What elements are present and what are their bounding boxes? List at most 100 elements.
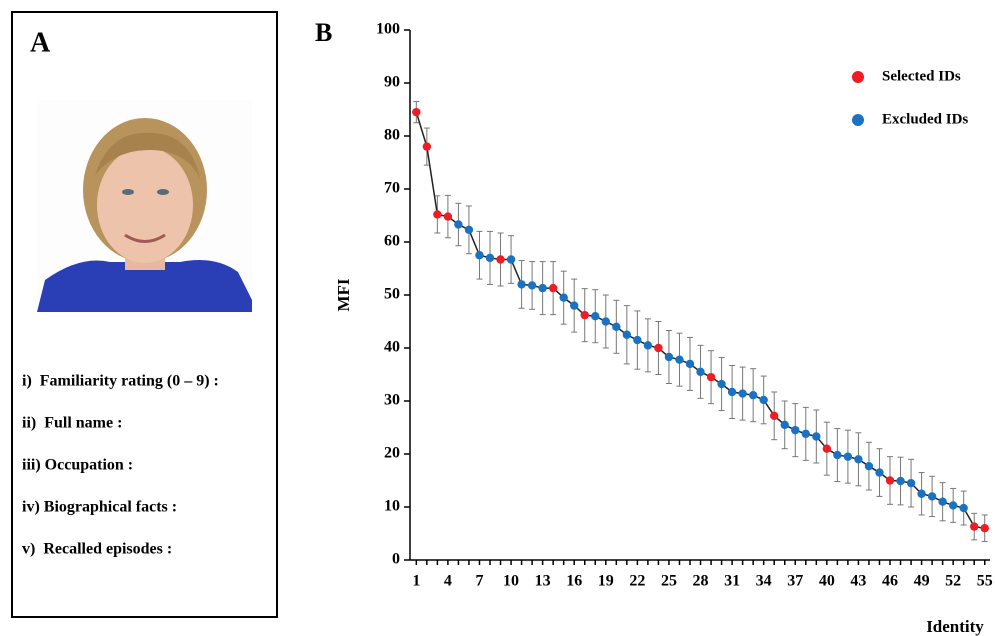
data-point	[885, 476, 895, 485]
data-point	[843, 452, 853, 461]
y-tick-label: 20	[384, 445, 400, 462]
question-item: iv) Biographical facts :	[22, 499, 177, 516]
y-tick-label: 70	[384, 180, 400, 197]
question-item: v) Recalled episodes :	[22, 541, 172, 558]
y-tick-label: 10	[384, 498, 400, 515]
x-tick-label: 31	[724, 573, 740, 590]
data-point	[601, 317, 610, 326]
data-point	[917, 489, 926, 498]
data-point	[654, 343, 663, 353]
panel-a-frame	[11, 11, 278, 618]
y-tick-label: 60	[384, 233, 400, 250]
legend-marker	[852, 114, 864, 126]
data-point	[548, 283, 558, 293]
data-point	[643, 341, 653, 350]
data-point	[706, 372, 716, 382]
x-tick-label: 46	[882, 573, 898, 590]
x-tick-label: 10	[503, 573, 519, 590]
data-point	[612, 322, 621, 331]
x-tick-label: 40	[819, 573, 835, 590]
data-point	[896, 476, 905, 486]
data-point	[780, 420, 789, 430]
data-point	[980, 524, 989, 533]
data-point	[559, 293, 568, 302]
x-axis-title: Identity	[926, 617, 984, 636]
data-point	[475, 251, 484, 260]
x-tick-label: 19	[598, 573, 614, 590]
data-point	[791, 425, 800, 435]
x-tick-label: 52	[945, 573, 961, 590]
y-tick-label: 40	[384, 339, 400, 356]
legend-label: Selected IDs	[882, 68, 961, 84]
data-point	[664, 352, 674, 362]
panel-label: B	[315, 18, 332, 47]
data-point	[485, 253, 495, 263]
data-point	[748, 390, 758, 400]
data-point	[822, 444, 832, 453]
x-tick-label: 55	[977, 573, 993, 590]
data-point	[454, 220, 463, 229]
data-point	[717, 379, 726, 389]
data-point	[633, 335, 642, 345]
panel-label: A	[30, 27, 51, 58]
x-tick-label: 28	[693, 573, 709, 590]
data-point	[685, 359, 695, 369]
data-point	[527, 281, 537, 290]
y-tick-label: 30	[384, 392, 400, 409]
x-tick-label: 34	[756, 573, 772, 590]
x-tick-label: 16	[566, 573, 582, 590]
data-point	[959, 503, 968, 513]
portrait	[37, 100, 252, 312]
data-point	[833, 450, 842, 460]
data-point	[864, 461, 874, 471]
question-list: i) Familiarity rating (0 – 9) : ii) Full …	[22, 373, 219, 558]
data-point	[506, 255, 516, 264]
data-point	[970, 522, 979, 531]
data-point	[759, 395, 768, 405]
x-tick-label: 49	[914, 573, 930, 590]
x-tick-label: 43	[850, 573, 866, 590]
y-tick-label: 90	[384, 74, 400, 91]
data-point	[591, 312, 600, 321]
data-point	[580, 310, 589, 320]
data-point	[464, 225, 474, 235]
mfi-line	[415, 111, 985, 529]
data-point	[770, 411, 779, 421]
y-axis-title: MFI	[334, 278, 353, 311]
data-point	[927, 492, 937, 501]
data-point	[443, 212, 453, 221]
x-tick-label: 22	[629, 573, 645, 590]
data-point	[875, 468, 884, 477]
legend-label: Excluded IDs	[882, 111, 968, 127]
y-tick-label: 80	[384, 127, 400, 144]
x-tick-label: 25	[661, 573, 677, 590]
data-point	[538, 283, 547, 293]
data-point	[727, 387, 737, 397]
data-point	[854, 455, 863, 464]
question-item: i) Familiarity rating (0 – 9) :	[22, 373, 219, 390]
data-point	[412, 107, 421, 117]
x-tick-label: 7	[475, 573, 483, 590]
data-point	[801, 429, 810, 439]
data-point	[906, 478, 916, 488]
x-tick-label: 1	[412, 573, 420, 590]
data-point	[422, 142, 432, 151]
data-point	[675, 355, 684, 364]
data-point	[433, 210, 442, 219]
data-point	[622, 330, 632, 339]
data-point	[948, 501, 958, 510]
data-point	[517, 280, 526, 289]
legend-marker	[852, 71, 864, 83]
data-point	[570, 301, 579, 310]
y-tick-label: 0	[392, 551, 400, 568]
y-tick-label: 50	[384, 286, 400, 303]
y-tick-label: 100	[376, 21, 400, 38]
data-point	[496, 255, 505, 264]
question-item: iii) Occupation :	[22, 457, 133, 474]
question-item: ii) Full name :	[22, 415, 122, 432]
x-tick-label: 37	[787, 573, 803, 590]
data-point	[696, 367, 705, 377]
data-point	[938, 497, 947, 506]
